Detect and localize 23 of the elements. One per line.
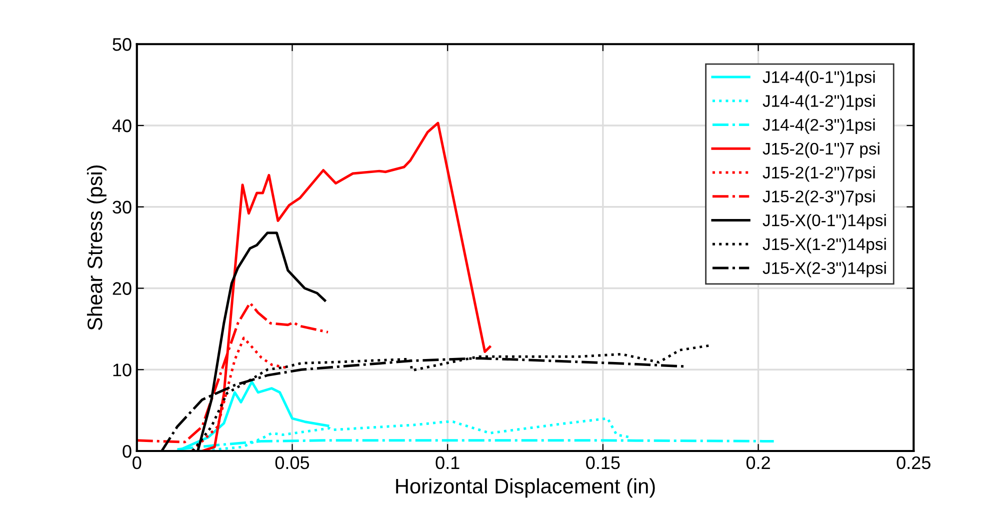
x-tick-label: 0.2 [746,456,770,470]
legend-label: J15-2(2-3")7psi [762,190,875,206]
legend-label: J15-2(0-1")7 psi [762,142,880,158]
x-tick-label: 0.25 [896,456,930,470]
legend-label: J14-4(2-3")1psi [762,118,875,134]
legend-label: J15-2(1-2")7psi [762,166,875,182]
legend-label: J15-X(2-3")14psi [762,262,886,278]
y-axis-title: Shear Stress (psi) [86,165,106,330]
y-tick-label: 50 [112,38,132,51]
legend-label: J14-4(0-1")1psi [762,70,875,86]
x-tick-label: 0.05 [275,456,310,470]
y-tick-label: 30 [112,200,132,214]
legend-label: J15-X(0-1")14psi [762,214,886,230]
y-tick-label: 0 [122,444,132,458]
y-tick-label: 10 [113,364,132,376]
x-axis-title: Horizontal Displacement (in) [396,478,655,498]
legend-label: J15-X(1-2")14psi [762,238,886,254]
y-tick-label: 20 [112,282,132,295]
x-tick-label: 0 [132,456,142,470]
x-tick-label: 0.1 [436,456,460,470]
y-tick-label: 40 [112,119,132,132]
x-tick-label: 0.15 [586,456,620,470]
legend-label: J14-4(1-2")1psi [762,94,875,110]
